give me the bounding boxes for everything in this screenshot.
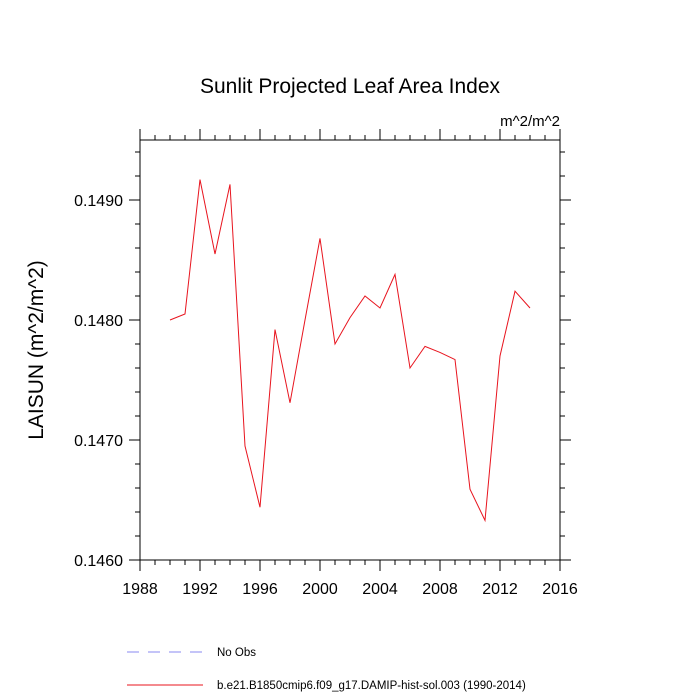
x-tick-label: 2016 <box>542 581 578 598</box>
x-tick-label: 2012 <box>482 581 518 598</box>
x-tick-label: 1992 <box>182 581 218 598</box>
legend-label-model-run: b.e21.B1850cmip6.f09_g17.DAMIP-hist-sol.… <box>217 680 526 692</box>
series-layer <box>169 179 531 523</box>
y-tick-label: 0.1470 <box>74 433 123 450</box>
y-axis-label: LAISUN (m^2/m^2) <box>25 260 48 440</box>
series-line <box>169 179 531 523</box>
y-tick-label: 0.1490 <box>74 193 123 210</box>
chart-title: Sunlit Projected Leaf Area Index <box>200 75 501 98</box>
x-tick-label: 1996 <box>242 581 278 598</box>
y-tick-label: 0.1460 <box>74 553 123 570</box>
plot-frame <box>139 139 561 561</box>
y-tick-label: 0.1480 <box>74 313 123 330</box>
x-tick-label: 2004 <box>362 581 398 598</box>
x-tick-label: 2000 <box>302 581 338 598</box>
x-tick-label: 1988 <box>122 581 158 598</box>
legend-label-no-obs: No Obs <box>217 647 256 659</box>
axis-ticks: 1988 1992 1996 2000 2004 2008 2012 2016 0.1460 0.… <box>74 129 578 598</box>
legend: No Obs b.e21.B1850cmip6.f09_g17.DAMIP-hi… <box>127 647 526 692</box>
x-tick-label: 2008 <box>422 581 458 598</box>
units-label: m^2/m^2 <box>500 113 560 130</box>
